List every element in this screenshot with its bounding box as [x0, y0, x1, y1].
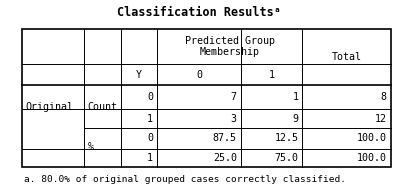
Text: 100.0: 100.0: [357, 153, 386, 163]
Text: Original: Original: [26, 102, 74, 112]
Text: Classification Resultsᵃ: Classification Resultsᵃ: [117, 6, 281, 19]
Text: Y: Y: [136, 70, 142, 80]
Text: 1: 1: [147, 153, 153, 163]
Text: 12: 12: [375, 113, 386, 124]
Text: 0: 0: [196, 70, 202, 80]
Text: 0: 0: [147, 92, 153, 103]
Text: Total: Total: [332, 52, 362, 62]
Text: 9: 9: [293, 113, 298, 124]
Text: 25.0: 25.0: [213, 153, 237, 163]
Text: a. 80.0% of original grouped cases correctly classified.: a. 80.0% of original grouped cases corre…: [24, 175, 346, 184]
Text: 75.0: 75.0: [275, 153, 298, 163]
Text: 1: 1: [269, 70, 275, 80]
Text: 3: 3: [231, 113, 237, 124]
Text: 7: 7: [231, 92, 237, 103]
Text: 1: 1: [293, 92, 298, 103]
Text: 100.0: 100.0: [357, 133, 386, 143]
Text: 1: 1: [147, 113, 153, 124]
Bar: [22, 29, 391, 167]
Text: 87.5: 87.5: [213, 133, 237, 143]
Text: 8: 8: [380, 92, 386, 103]
Text: 12.5: 12.5: [275, 133, 298, 143]
Text: 0: 0: [147, 133, 153, 143]
Text: Predicted Group
Membership: Predicted Group Membership: [185, 36, 275, 57]
Text: Count: Count: [88, 102, 117, 112]
Text: %: %: [88, 142, 94, 152]
